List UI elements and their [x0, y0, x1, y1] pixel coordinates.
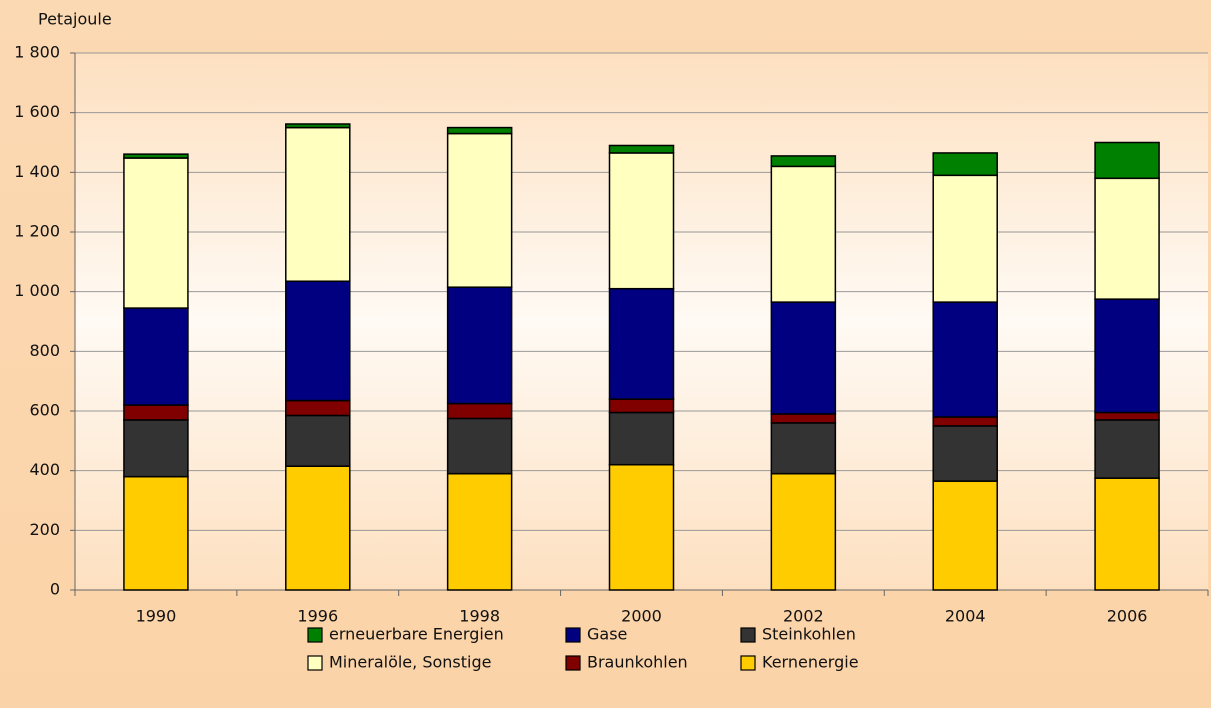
bar-segment: [608, 144, 675, 154]
legend-swatch: [565, 655, 581, 671]
x-tick-label: 1990: [136, 607, 177, 626]
bar-segment: [1094, 477, 1160, 591]
bar-segment: [123, 404, 189, 421]
bar-segment: [770, 165, 837, 303]
bar-segment: [1094, 298, 1160, 414]
bar-segment: [932, 480, 998, 591]
y-tick-label: 1 200: [14, 222, 60, 241]
bar-segment: [608, 398, 675, 414]
bar-segment: [123, 157, 189, 309]
bar-segment: [770, 155, 837, 168]
bar-segment: [770, 422, 837, 475]
y-tick-label: 0: [50, 580, 60, 599]
bar-segment: [446, 472, 513, 591]
legend-swatch: [565, 627, 581, 643]
bar-segment: [285, 280, 351, 402]
bar-segment: [285, 123, 351, 129]
bar-segment: [123, 419, 189, 478]
legend-label: Mineralöle, Sonstige: [329, 653, 491, 672]
y-tick-label: 1 000: [14, 281, 60, 300]
y-tick-label: 200: [29, 520, 60, 539]
bar-segment: [446, 417, 513, 475]
bar-segment: [932, 416, 998, 427]
legend-swatch: [307, 627, 323, 643]
x-tick-label: 2006: [1107, 607, 1148, 626]
y-tick-label: 800: [29, 341, 60, 360]
bar-segment: [932, 152, 998, 177]
bar-segment: [123, 475, 189, 591]
y-tick-label: 1 400: [14, 162, 60, 181]
bar-segment: [608, 152, 675, 290]
bar-segment: [770, 472, 837, 591]
bar-segment: [285, 465, 351, 591]
bar-segment: [285, 126, 351, 282]
x-tick-label: 1996: [297, 607, 338, 626]
bar-segment: [608, 287, 675, 400]
legend-label: Gase: [587, 625, 627, 644]
bar-segment: [608, 411, 675, 466]
x-tick-label: 1998: [459, 607, 500, 626]
y-tick-label: 1 800: [14, 43, 60, 62]
bar-segment: [1094, 411, 1160, 421]
y-tick-label: 600: [29, 401, 60, 420]
bar-segment: [446, 402, 513, 420]
bar-segment: [932, 301, 998, 418]
bar-segment: [1094, 177, 1160, 300]
x-tick-label: 2000: [621, 607, 662, 626]
x-tick-label: 2002: [783, 607, 824, 626]
legend-label: Steinkohlen: [762, 625, 856, 644]
bar-segment: [285, 399, 351, 417]
bar-segment: [608, 463, 675, 591]
legend-label: Braunkohlen: [587, 653, 688, 672]
bar-segment: [770, 301, 837, 415]
bar-segment: [285, 414, 351, 467]
bar-segment: [770, 413, 837, 424]
bar-segment: [1094, 419, 1160, 479]
y-tick-label: 400: [29, 460, 60, 479]
bar-segment: [123, 307, 189, 406]
bar-segment: [932, 425, 998, 482]
x-tick-label: 2004: [945, 607, 986, 626]
legend-swatch: [307, 655, 323, 671]
bar-segment: [446, 126, 513, 135]
bar-segment: [123, 153, 189, 159]
bar-segment: [446, 286, 513, 405]
legend-label: Kernenergie: [762, 653, 859, 672]
y-tick-label: 1 600: [14, 102, 60, 121]
bar-segment: [1094, 141, 1160, 180]
legend-label: erneuerbare Energien: [329, 625, 504, 644]
y-axis-label: Petajoule: [38, 10, 112, 29]
bar-segment: [446, 132, 513, 288]
legend-swatch: [740, 655, 756, 671]
bar-segment: [932, 174, 998, 303]
legend-swatch: [740, 627, 756, 643]
